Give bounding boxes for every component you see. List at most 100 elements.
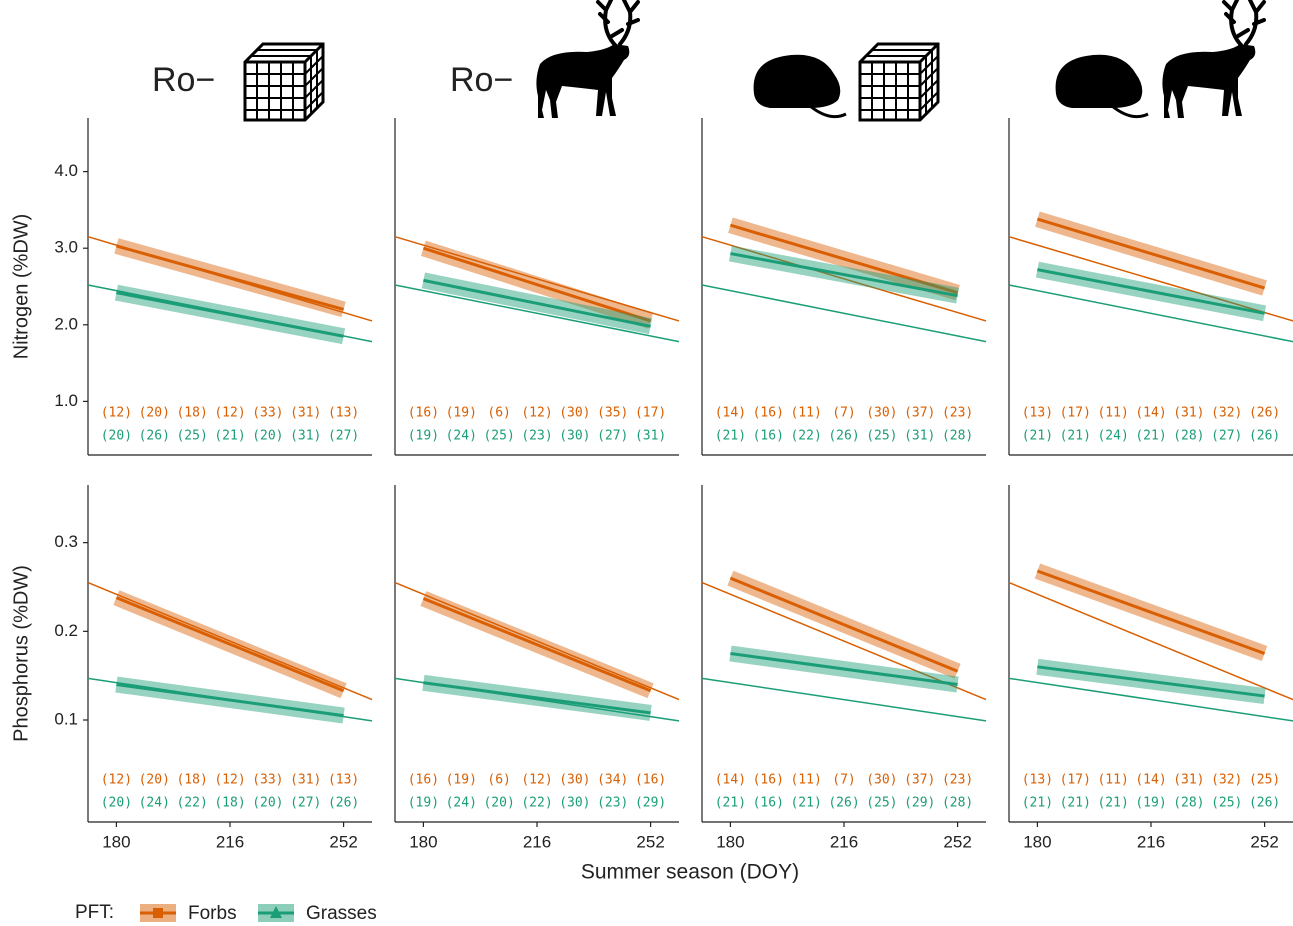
- reindeer-icon: [1162, 0, 1264, 118]
- sample-size: (19): [446, 406, 477, 421]
- x-tick-label: 180: [102, 832, 130, 851]
- sample-size: (20): [252, 429, 283, 444]
- sample-size: (25): [866, 429, 897, 444]
- x-tick-label: 252: [329, 832, 357, 851]
- x-tick-label: 216: [523, 832, 551, 851]
- sample-size: (20): [101, 429, 132, 444]
- sample-size: (30): [559, 796, 590, 811]
- x-tick-label: 180: [409, 832, 437, 851]
- sample-size: (33): [252, 773, 283, 788]
- sample-size: (13): [328, 773, 359, 788]
- sample-size: (28): [942, 429, 973, 444]
- sample-size: (26): [1249, 406, 1280, 421]
- sample-size: (26): [1249, 796, 1280, 811]
- y-axis-label: Nitrogen (%DW): [10, 214, 32, 360]
- sample-size: (31): [1173, 773, 1204, 788]
- sample-size: (19): [446, 773, 477, 788]
- fit-line: [116, 598, 343, 691]
- sample-size: (34): [597, 773, 628, 788]
- sample-size: (33): [252, 406, 283, 421]
- sample-size: (31): [290, 406, 321, 421]
- x-tick-label: 180: [716, 832, 744, 851]
- y-tick-label: 0.3: [54, 532, 78, 551]
- sample-size: (16): [753, 429, 784, 444]
- sample-size: (12): [214, 406, 245, 421]
- sample-size: (27): [328, 429, 359, 444]
- sample-size: (12): [101, 773, 132, 788]
- sample-size: (14): [1135, 773, 1166, 788]
- sample-size: (31): [635, 429, 666, 444]
- sample-size: (25): [176, 429, 207, 444]
- x-tick-label: 252: [943, 832, 971, 851]
- sample-size: (26): [139, 429, 170, 444]
- sample-size: (24): [1097, 429, 1128, 444]
- sample-size: (16): [753, 406, 784, 421]
- cage-icon: [860, 44, 938, 120]
- sample-size: (19): [408, 796, 439, 811]
- sample-size: (7): [832, 773, 855, 788]
- sample-size: (32): [1211, 406, 1242, 421]
- rodent-icon: [1056, 55, 1148, 117]
- sample-size: (16): [753, 796, 784, 811]
- sample-size: (22): [521, 796, 552, 811]
- sample-size: (23): [521, 429, 552, 444]
- sample-size: (23): [942, 406, 973, 421]
- sample-size: (19): [1135, 796, 1166, 811]
- legend-marker: [153, 908, 163, 918]
- sample-size: (11): [790, 773, 821, 788]
- sample-size: (29): [904, 796, 935, 811]
- sample-size: (18): [176, 406, 207, 421]
- sample-size: (21): [790, 796, 821, 811]
- sample-size: (22): [176, 796, 207, 811]
- y-tick-label: 4.0: [54, 161, 78, 180]
- sample-size: (16): [408, 406, 439, 421]
- sample-size: (31): [290, 773, 321, 788]
- sample-size: (7): [832, 406, 855, 421]
- sample-size: (30): [866, 406, 897, 421]
- y-tick-label: 1.0: [54, 391, 78, 410]
- sample-size: (30): [559, 773, 590, 788]
- sample-size: (21): [1022, 796, 1053, 811]
- sample-size: (12): [214, 773, 245, 788]
- x-tick-label: 216: [1137, 832, 1165, 851]
- y-tick-label: 2.0: [54, 314, 78, 333]
- sample-size: (14): [715, 406, 746, 421]
- sample-size: (13): [1022, 773, 1053, 788]
- y-axis-label: Phosphorus (%DW): [10, 565, 32, 742]
- sample-size: (19): [408, 429, 439, 444]
- sample-size: (6): [487, 406, 510, 421]
- sample-size: (21): [1097, 796, 1128, 811]
- sample-size: (13): [328, 406, 359, 421]
- sample-size: (16): [753, 773, 784, 788]
- header-label: Ro−: [152, 61, 215, 99]
- sample-size: (20): [483, 796, 514, 811]
- sample-size: (11): [1097, 773, 1128, 788]
- sample-size: (21): [1135, 429, 1166, 444]
- sample-size: (21): [715, 429, 746, 444]
- sample-size: (25): [1249, 773, 1280, 788]
- x-axis-label: Summer season (DOY): [581, 861, 799, 884]
- legend-title: PFT:: [75, 902, 114, 923]
- sample-size: (25): [866, 796, 897, 811]
- sample-size: (31): [290, 429, 321, 444]
- sample-size: (12): [521, 406, 552, 421]
- sample-size: (17): [635, 406, 666, 421]
- x-tick-label: 216: [830, 832, 858, 851]
- sample-size: (21): [715, 796, 746, 811]
- sample-size: (24): [139, 796, 170, 811]
- sample-size: (30): [559, 406, 590, 421]
- sample-size: (21): [214, 429, 245, 444]
- sample-size: (21): [1060, 796, 1091, 811]
- sample-size: (28): [1173, 796, 1204, 811]
- sample-size: (23): [942, 773, 973, 788]
- sample-size: (20): [101, 796, 132, 811]
- sample-size: (37): [904, 406, 935, 421]
- sample-size: (24): [446, 429, 477, 444]
- sample-size: (12): [521, 773, 552, 788]
- sample-size: (25): [1211, 796, 1242, 811]
- sample-size: (27): [597, 429, 628, 444]
- sample-size: (21): [1060, 429, 1091, 444]
- x-tick-label: 180: [1023, 832, 1051, 851]
- sample-size: (23): [597, 796, 628, 811]
- sample-size: (26): [1249, 429, 1280, 444]
